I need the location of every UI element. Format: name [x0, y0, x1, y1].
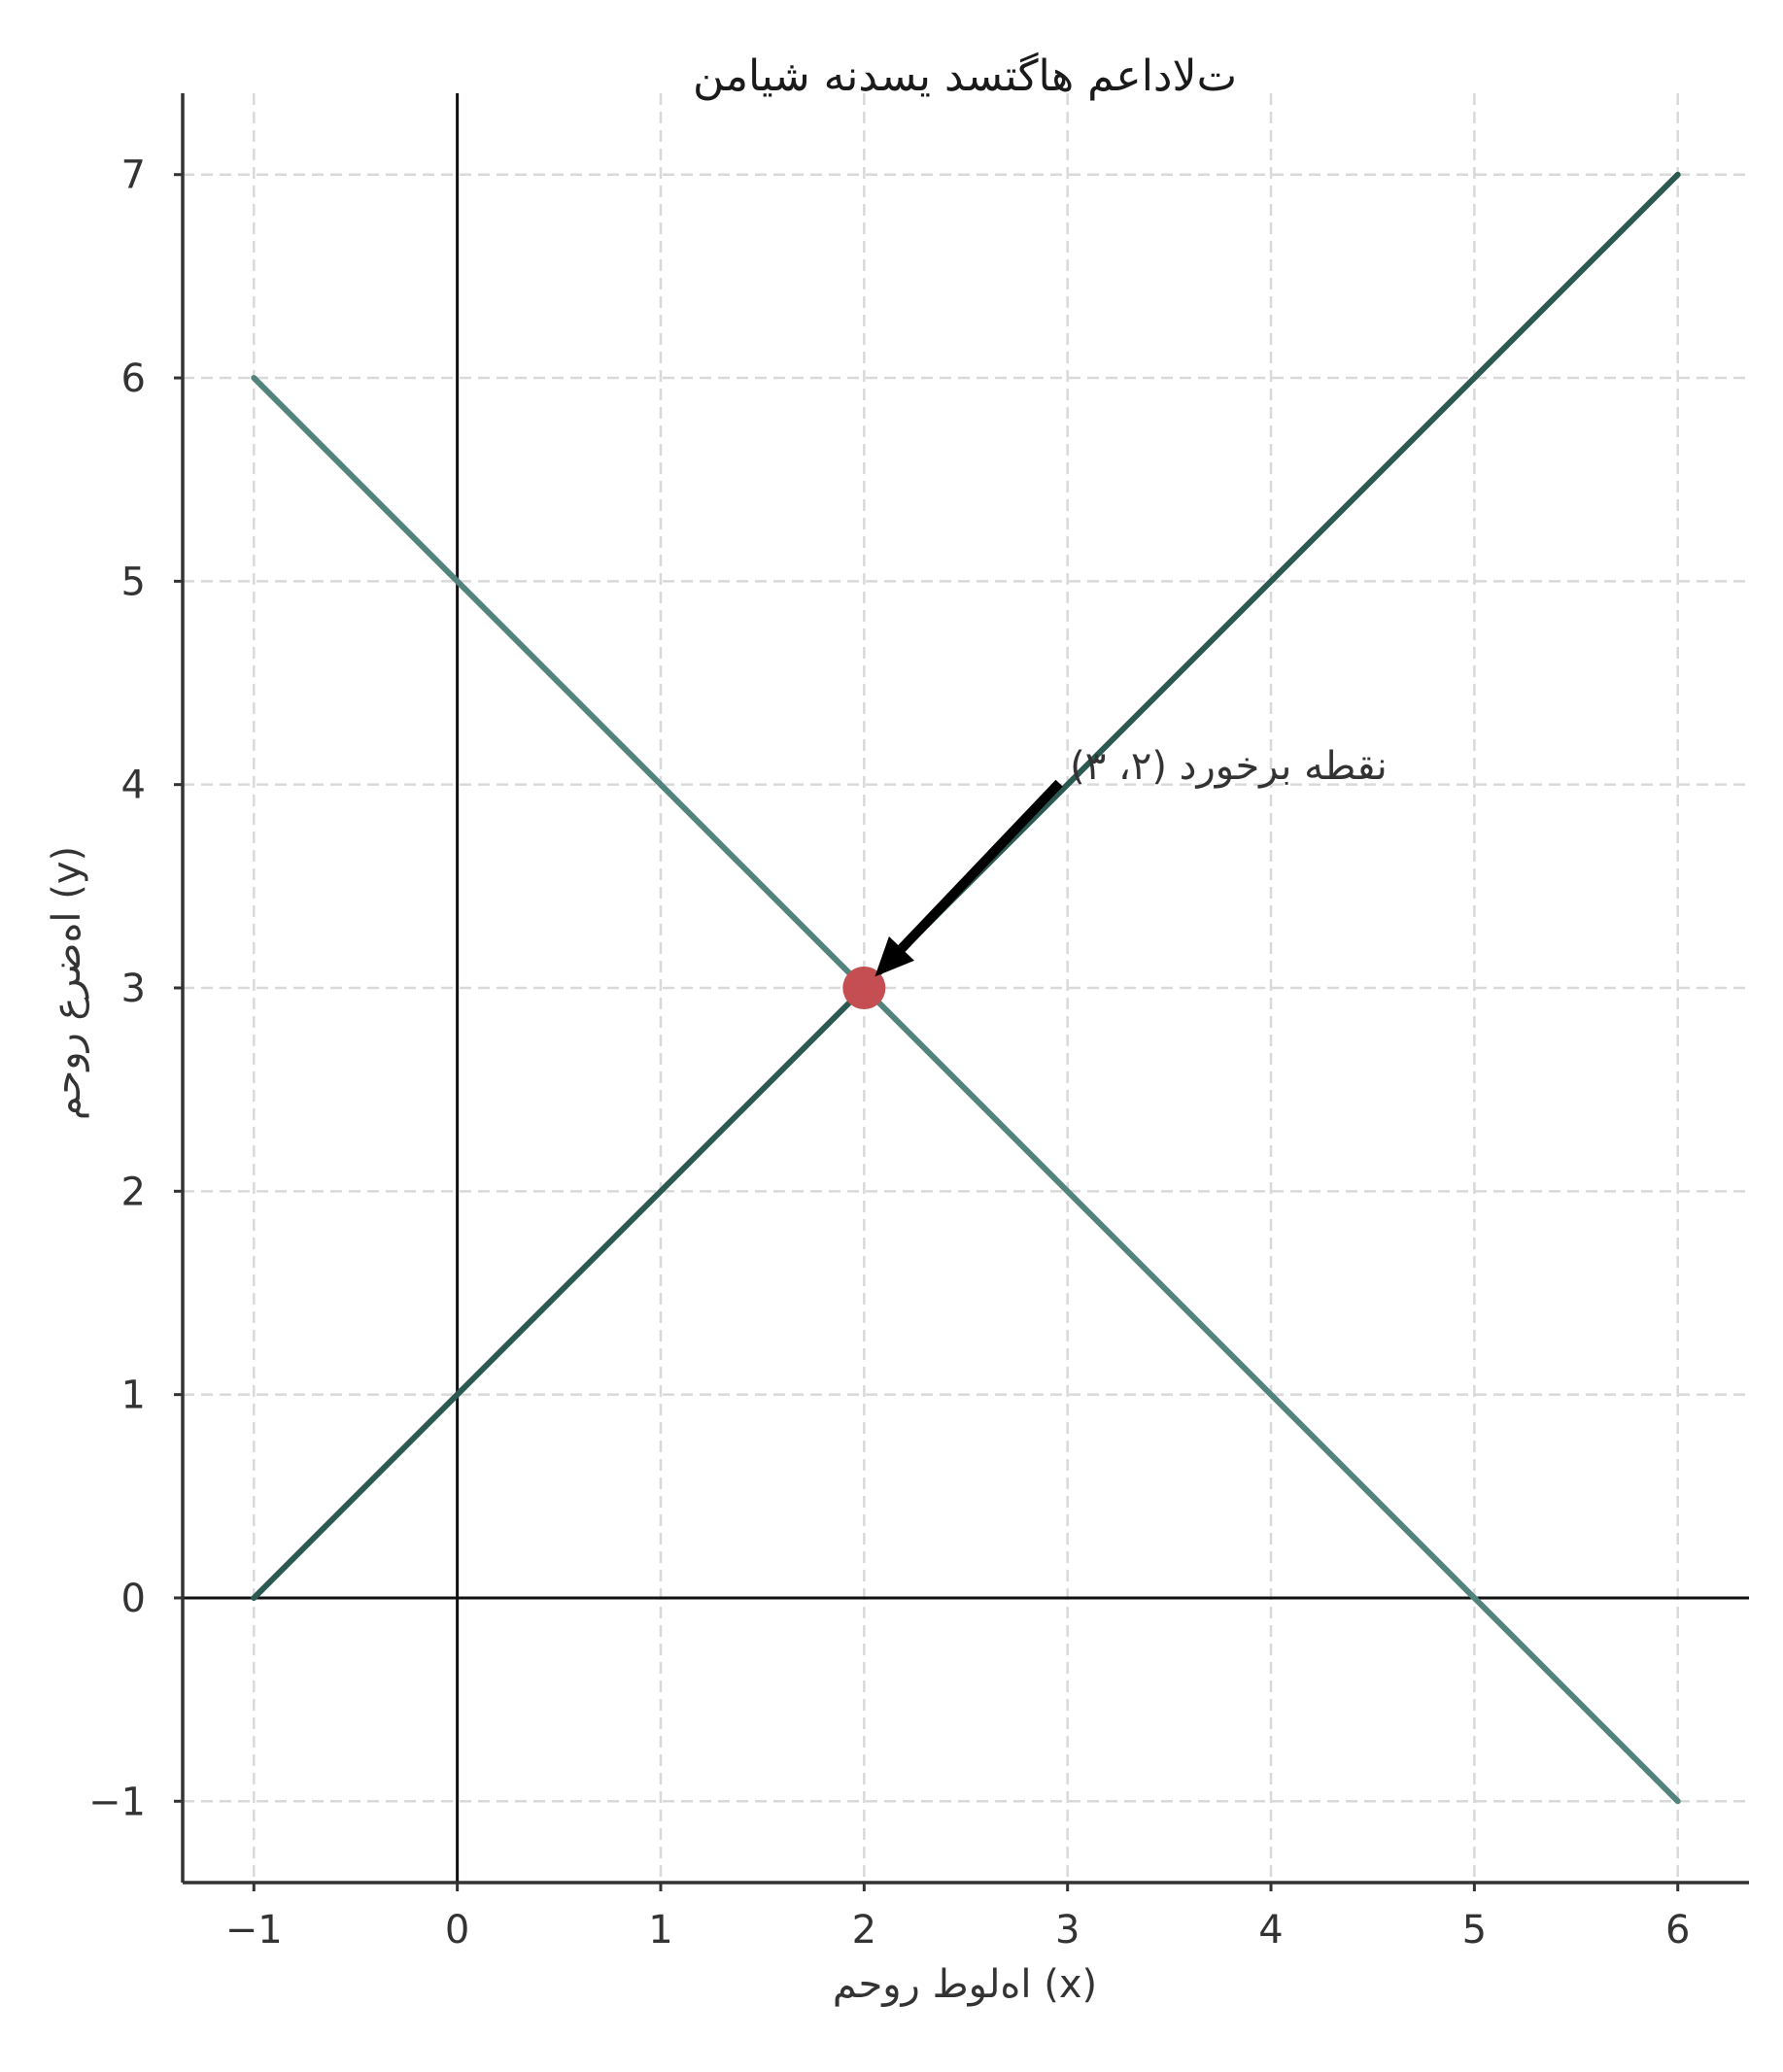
y-tick-label: 0 [121, 1577, 146, 1621]
y-tick-label: 5 [121, 560, 146, 604]
chart-title: ت‌لاداعم هاگتسد یسدنه شیامن [693, 51, 1237, 101]
x-tick-label: 3 [1055, 1908, 1080, 1953]
grid [183, 93, 1749, 1883]
highlight-points [842, 967, 886, 1009]
intersection-point-marker [842, 967, 886, 1009]
x-axis-title: اه‌لوط روحم (x) [833, 1962, 1097, 2007]
y-tick-label: 1 [121, 1374, 146, 1418]
annotation-arrow-head [874, 936, 914, 977]
y-tick-label: −1 [88, 1780, 146, 1824]
x-tick-label: −1 [225, 1908, 283, 1953]
labels: ت‌لاداعم هاگتسد یسدنه شیامن اه‌لوط روحم … [45, 51, 1237, 2007]
annotation-arrow-shaft [898, 779, 1063, 952]
y-tick-label: 6 [121, 357, 146, 401]
x-tick-label: 4 [1258, 1908, 1283, 1953]
axes: −1 0 1 2 3 4 5 6 −1 0 1 2 3 4 5 6 7 [88, 93, 1749, 1953]
y-tick-label: 4 [121, 764, 146, 808]
y-tick-label: 3 [121, 967, 146, 1011]
y-tick-label: 7 [121, 153, 146, 198]
y-axis-title: اه‌ضرع روحم (y) [45, 846, 89, 1120]
x-tick-label: 6 [1665, 1908, 1690, 1953]
annotation-label: نقطه برخورد (۲، ۳) [1070, 744, 1388, 789]
x-tick-label: 1 [648, 1908, 672, 1953]
x-tick-label: 0 [445, 1908, 469, 1953]
annotations: نقطه برخورد (۲، ۳) [874, 744, 1388, 977]
reference-lines [183, 93, 1749, 1883]
x-tick-label: 5 [1462, 1908, 1487, 1953]
y-tick-label: 2 [121, 1170, 146, 1214]
series-line-2 [251, 375, 1681, 1805]
x-tick-label: 2 [852, 1908, 876, 1953]
